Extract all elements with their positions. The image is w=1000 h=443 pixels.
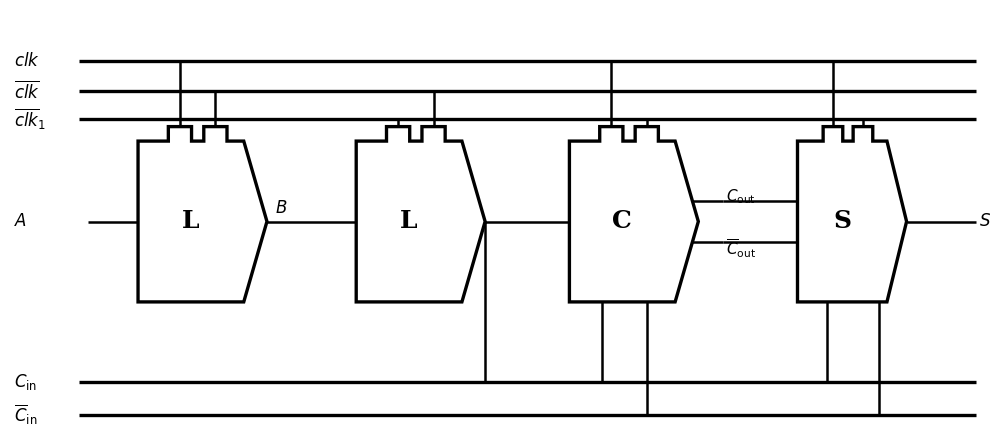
- Text: $\overline{C}_{\mathrm{out}}$: $\overline{C}_{\mathrm{out}}$: [726, 238, 756, 260]
- Polygon shape: [569, 127, 698, 302]
- Text: $\overline{clk}$: $\overline{clk}$: [14, 80, 40, 102]
- Text: C: C: [612, 210, 632, 233]
- Polygon shape: [356, 127, 485, 302]
- Polygon shape: [798, 127, 907, 302]
- Text: $clk$: $clk$: [14, 52, 40, 70]
- Text: $A$: $A$: [14, 213, 27, 230]
- Text: L: L: [400, 210, 418, 233]
- Text: L: L: [182, 210, 200, 233]
- Text: $\overline{C}_{\mathrm{in}}$: $\overline{C}_{\mathrm{in}}$: [14, 403, 37, 427]
- Text: $\overline{clk}_1$: $\overline{clk}_1$: [14, 107, 46, 132]
- Text: $C_{\mathrm{out}}$: $C_{\mathrm{out}}$: [726, 187, 756, 206]
- Text: $S$: $S$: [979, 213, 991, 230]
- Polygon shape: [138, 127, 267, 302]
- Text: $B$: $B$: [275, 200, 287, 217]
- Text: S: S: [833, 210, 851, 233]
- Text: $C_{\mathrm{in}}$: $C_{\mathrm{in}}$: [14, 372, 37, 392]
